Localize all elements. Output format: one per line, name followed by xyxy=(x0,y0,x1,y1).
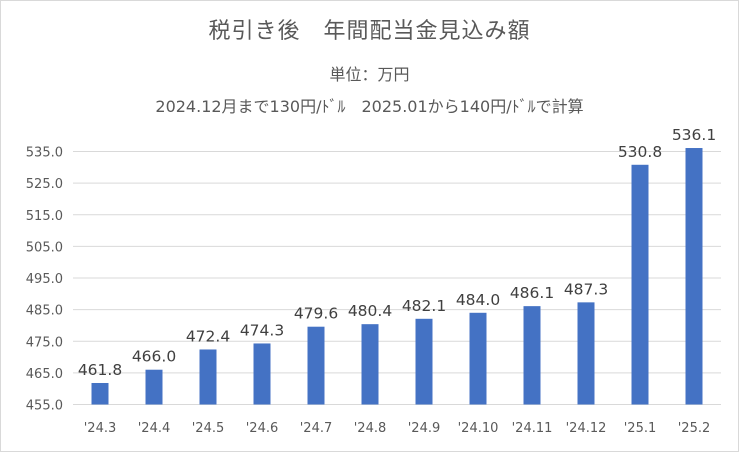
bar xyxy=(253,343,271,405)
x-tick-label: '24.3 xyxy=(84,421,117,436)
x-tick-label: '24.9 xyxy=(408,421,441,436)
bar xyxy=(145,369,163,405)
y-tick-label: 515.0 xyxy=(26,209,63,224)
data-label: 480.4 xyxy=(348,302,392,320)
chart-note: 2024.12月まで130円/ﾄﾞﾙ 2025.01から140円/ﾄﾞﾙで計算 xyxy=(155,97,584,116)
chart-title: 税引き後 年間配当金見込み額 xyxy=(208,19,531,44)
data-label: 461.8 xyxy=(78,361,122,379)
y-tick-label: 525.0 xyxy=(26,177,63,192)
y-tick-label: 455.0 xyxy=(26,399,63,414)
data-label: 530.8 xyxy=(618,143,662,161)
x-tick-label: '24.10 xyxy=(458,421,499,436)
chart-subtitle: 単位：万円 xyxy=(329,65,410,84)
x-tick-label: '25.1 xyxy=(624,421,657,436)
x-tick-label: '25.2 xyxy=(678,421,711,436)
data-label: 479.6 xyxy=(294,305,338,323)
y-tick-label: 465.0 xyxy=(26,367,63,382)
data-label: 484.0 xyxy=(456,291,500,309)
y-tick-label: 485.0 xyxy=(26,304,63,319)
data-label: 474.3 xyxy=(240,321,284,339)
x-tick-label: '24.8 xyxy=(354,421,387,436)
x-tick-label: '24.4 xyxy=(138,421,171,436)
bar xyxy=(631,164,649,405)
bar xyxy=(199,349,217,405)
x-tick-label: '24.5 xyxy=(192,421,225,436)
data-label: 536.1 xyxy=(672,126,716,144)
bar xyxy=(361,324,379,405)
data-label: 466.0 xyxy=(132,348,176,366)
bar xyxy=(91,382,109,405)
y-tick-label: 505.0 xyxy=(26,240,63,255)
bar xyxy=(577,302,595,405)
y-tick-label: 475.0 xyxy=(26,335,63,350)
data-label: 482.1 xyxy=(402,297,446,315)
data-label: 487.3 xyxy=(564,280,608,298)
bar xyxy=(469,312,487,405)
x-tick-label: '24.7 xyxy=(300,421,333,436)
x-tick-label: '24.6 xyxy=(246,421,279,436)
data-label: 472.4 xyxy=(186,327,230,345)
x-tick-label: '24.12 xyxy=(566,421,607,436)
bar xyxy=(685,148,703,405)
bar xyxy=(523,306,541,405)
x-tick-label: '24.11 xyxy=(512,421,553,436)
bar xyxy=(415,318,433,405)
y-tick-label: 495.0 xyxy=(26,272,63,287)
data-label: 486.1 xyxy=(510,284,554,302)
bar xyxy=(307,326,325,405)
y-tick-label: 535.0 xyxy=(26,146,63,161)
